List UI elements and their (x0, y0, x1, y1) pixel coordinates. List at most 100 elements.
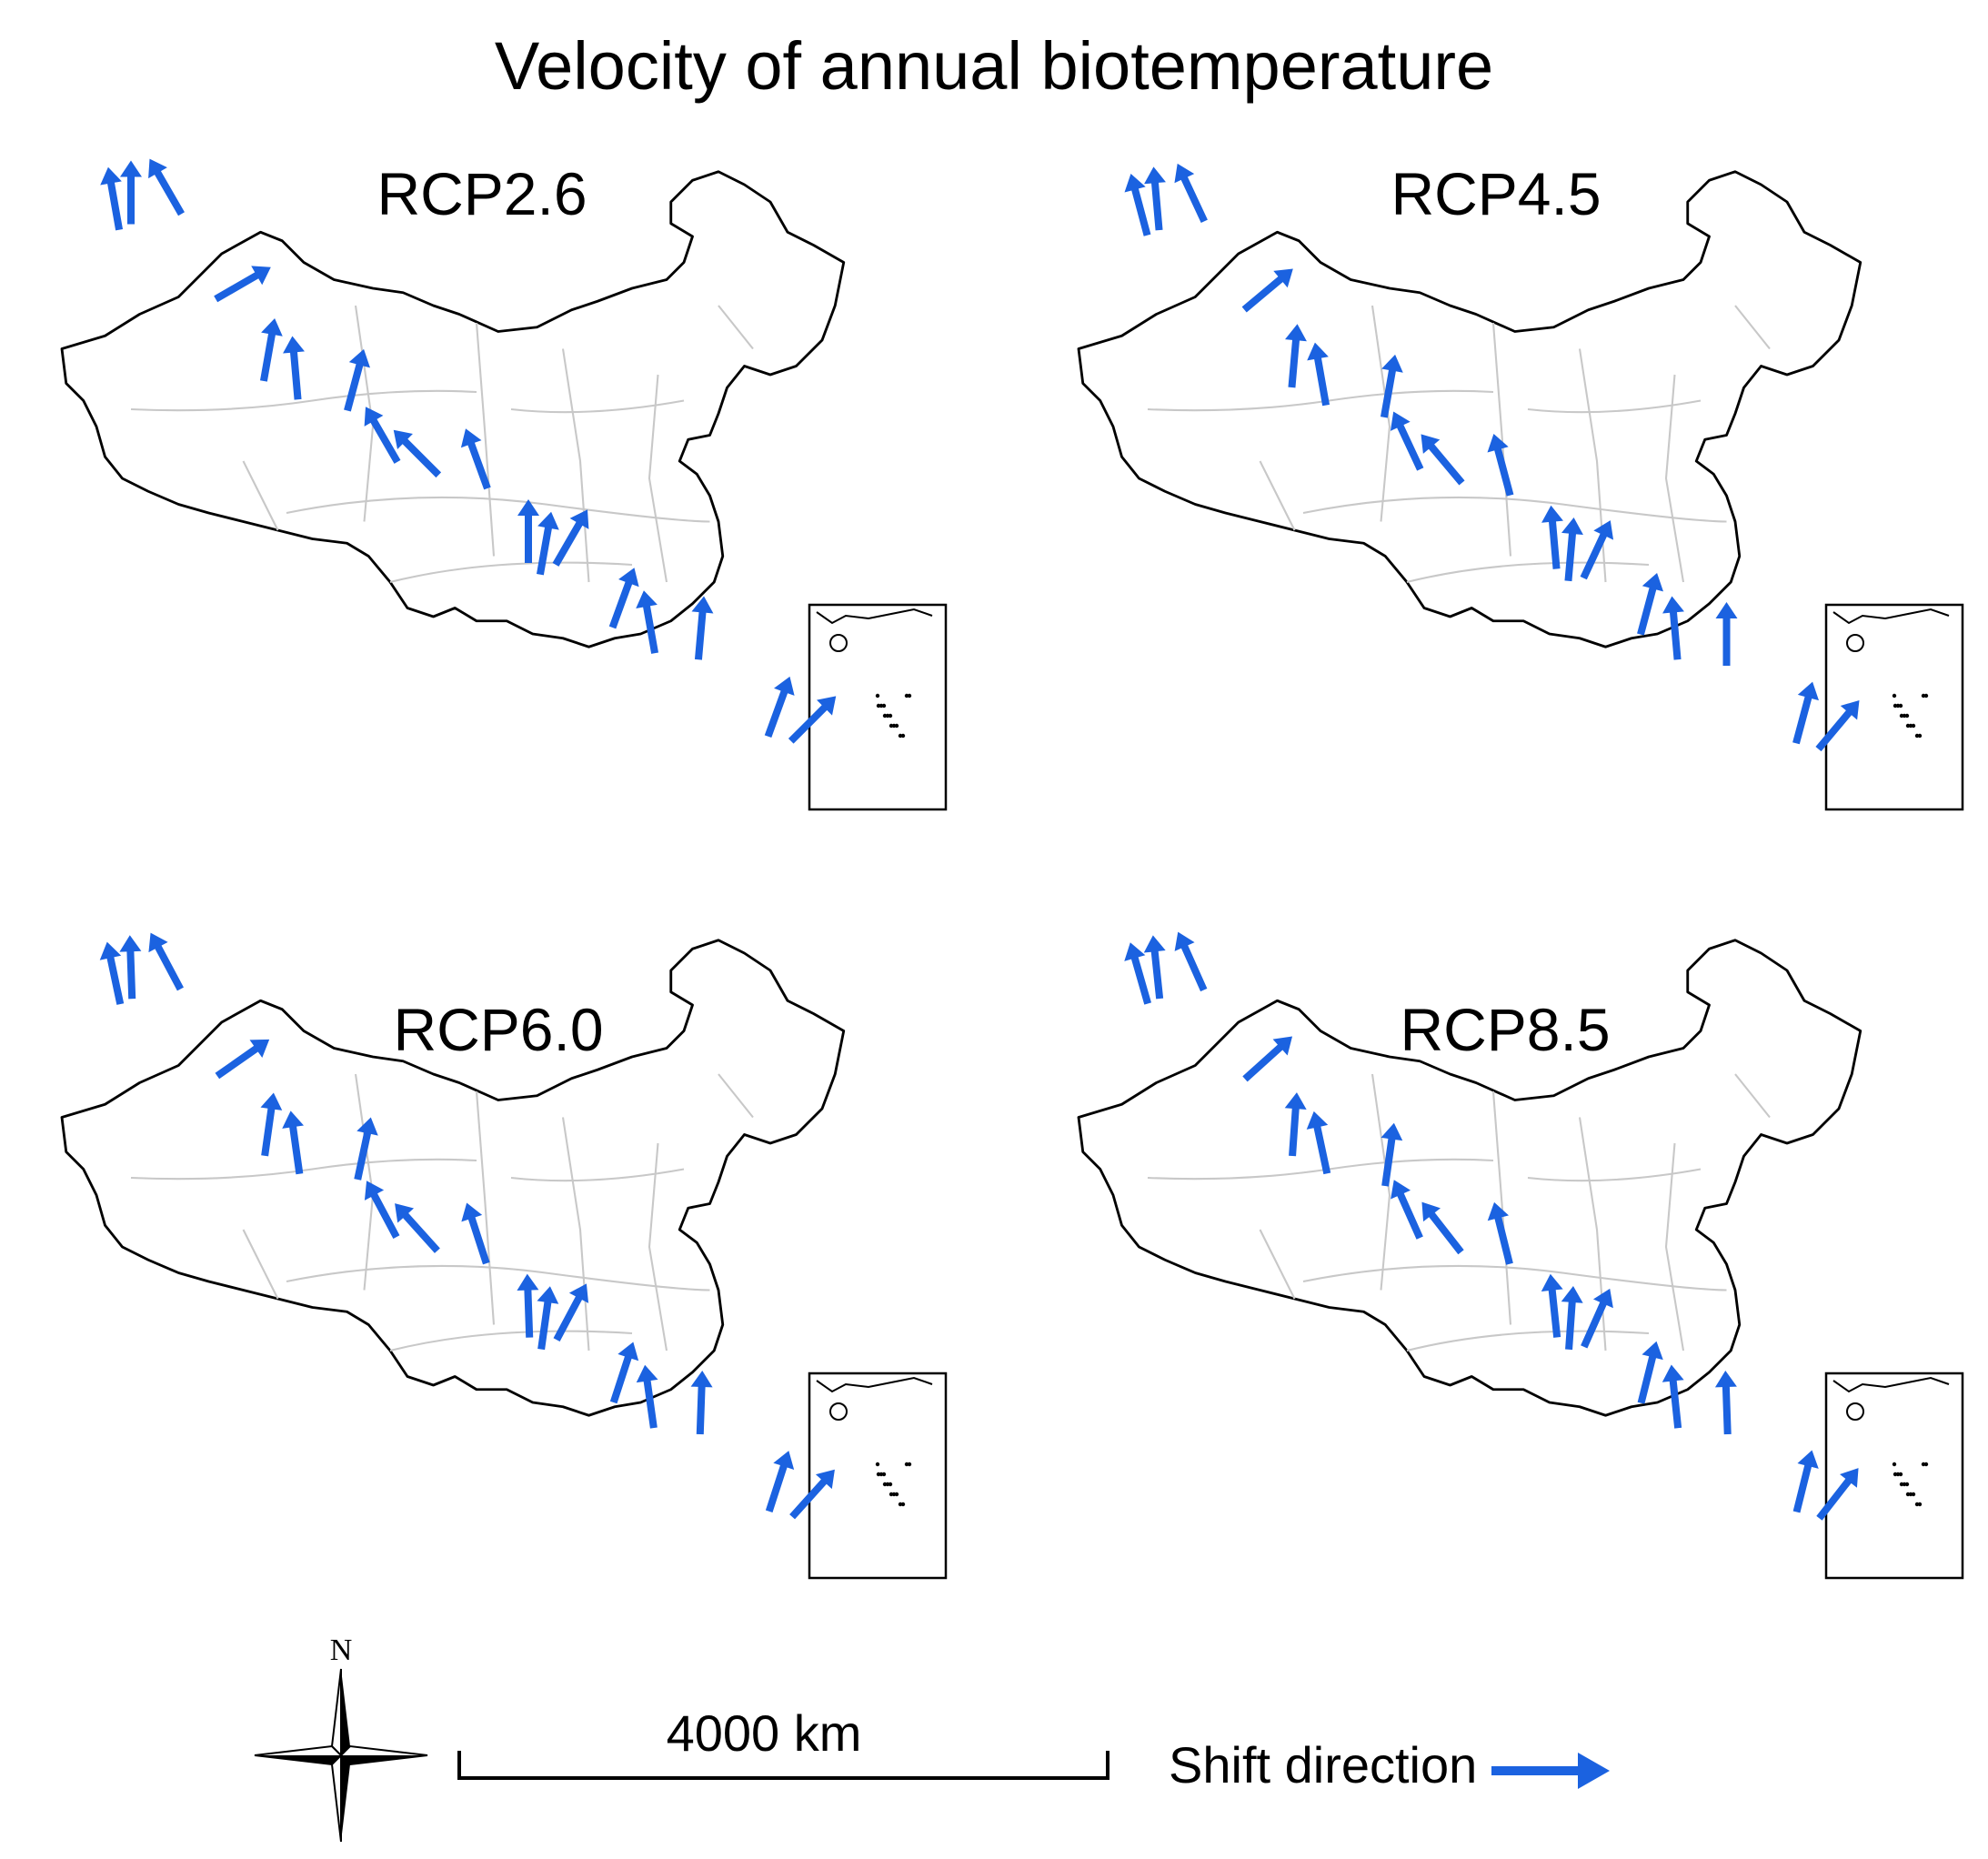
shift-arrow (1561, 1285, 1583, 1351)
shift-arrow (1637, 572, 1663, 636)
panel-label-rcp45: RCP4.5 (1391, 160, 1601, 227)
china-map (1077, 170, 1862, 648)
china-map (60, 170, 846, 648)
south-china-sea-inset (808, 1372, 948, 1580)
shift-arrow (393, 429, 442, 478)
shift-arrow (764, 676, 795, 739)
north-label: N (330, 1633, 353, 1667)
shift-arrow (1487, 433, 1514, 497)
map-panel-rcp60 (60, 932, 948, 1580)
shift-arrow (1487, 1201, 1513, 1265)
shift-arrow (1581, 1288, 1613, 1349)
scale-bar (457, 1751, 1109, 1780)
shift-arrow (1174, 931, 1208, 992)
shift-arrow (283, 336, 305, 400)
shift-arrow (1662, 1364, 1684, 1429)
shift-arrow (354, 1117, 378, 1181)
shift-arrow (1662, 596, 1684, 660)
shift-arrow (1242, 1036, 1293, 1082)
shift-arrow (636, 590, 659, 654)
shift-arrow (536, 511, 559, 576)
shift-arrow (148, 932, 184, 991)
shift-arrow (1816, 1468, 1859, 1521)
shift-arrow (1714, 1371, 1737, 1435)
shift-arrow (1284, 1092, 1307, 1157)
shift-arrow (344, 348, 370, 412)
shift-arrow (395, 1203, 440, 1253)
panel-label-rcp60: RCP6.0 (393, 996, 603, 1063)
legend-label: Shift direction (1169, 1736, 1477, 1794)
shift-arrow (1421, 434, 1465, 486)
shift-arrow (461, 1202, 490, 1265)
shift-arrow (1815, 699, 1860, 752)
shift-arrow (214, 266, 271, 303)
province-boundaries (130, 1073, 754, 1352)
shift-arrow (765, 1451, 795, 1512)
shift-arrow (215, 1039, 270, 1080)
shift-arrow (1715, 602, 1738, 666)
shift-arrow (517, 1273, 539, 1338)
scale-bar-label: 4000 km (667, 1704, 862, 1762)
shift-arrow (364, 407, 401, 464)
shift-arrow (552, 509, 589, 567)
shift-arrow (690, 1371, 713, 1435)
shift-arrow (609, 1341, 639, 1404)
shift-arrow (608, 568, 639, 629)
province-boundaries (130, 305, 754, 584)
shift-arrow (259, 317, 283, 382)
shift-arrow (789, 1469, 835, 1520)
shift-arrows (100, 158, 837, 744)
shift-arrow (1792, 681, 1819, 745)
shift-arrow (1391, 1180, 1423, 1240)
shift-arrow (553, 1283, 589, 1342)
china-map (60, 939, 846, 1417)
shift-arrow (1380, 354, 1403, 418)
shift-arrow (119, 935, 142, 1000)
shift-arrow (282, 1110, 305, 1175)
shift-arrow (364, 1181, 400, 1239)
shift-arrow (1390, 411, 1424, 471)
shift-arrow (517, 498, 539, 563)
shift-arrows (1124, 931, 1859, 1521)
shift-arrow (460, 428, 491, 490)
shift-arrow (1307, 342, 1330, 407)
shift-arrow (1143, 935, 1166, 1000)
shift-arrow (788, 696, 837, 744)
shift-arrow (636, 1364, 658, 1429)
shift-arrows (99, 932, 835, 1520)
shift-arrow (1285, 324, 1307, 388)
shift-arrow (1580, 520, 1614, 580)
shift-arrows (1124, 163, 1860, 752)
shift-arrow (1421, 1201, 1464, 1255)
panel-label-rcp85: RCP8.5 (1400, 996, 1610, 1063)
shift-arrow (1124, 942, 1151, 1005)
shift-arrow (1381, 1122, 1403, 1187)
shift-arrow (1306, 1110, 1331, 1175)
shift-arrow (1561, 518, 1583, 582)
shift-arrow (1174, 163, 1208, 223)
arrow-right-icon (1491, 1753, 1610, 1789)
shift-arrow (1792, 1450, 1819, 1513)
shift-arrow (1144, 166, 1166, 231)
province-boundaries (1147, 305, 1771, 584)
shift-arrow (99, 941, 125, 1005)
shift-arrow (537, 1286, 559, 1351)
shift-arrow (120, 160, 142, 225)
shift-arrow (1241, 268, 1293, 313)
north-arrow-icon (254, 1668, 428, 1843)
shift-arrow (260, 1092, 283, 1157)
province-boundaries (1147, 1073, 1771, 1352)
shift-arrow (1124, 174, 1151, 236)
shift-arrow (100, 166, 124, 231)
map-panel-rcp85 (1077, 931, 1964, 1580)
figure-title: Velocity of annual biotemperature (495, 28, 1493, 104)
map-panel-rcp45 (1077, 163, 1964, 811)
panel-label-rcp26: RCP2.6 (377, 160, 587, 227)
shift-arrow (1541, 505, 1563, 569)
shift-arrow (1637, 1341, 1663, 1404)
shift-arrow (691, 596, 714, 660)
shift-arrow (148, 158, 185, 216)
shift-arrow (1541, 1273, 1563, 1338)
map-panel-rcp26 (60, 158, 948, 811)
